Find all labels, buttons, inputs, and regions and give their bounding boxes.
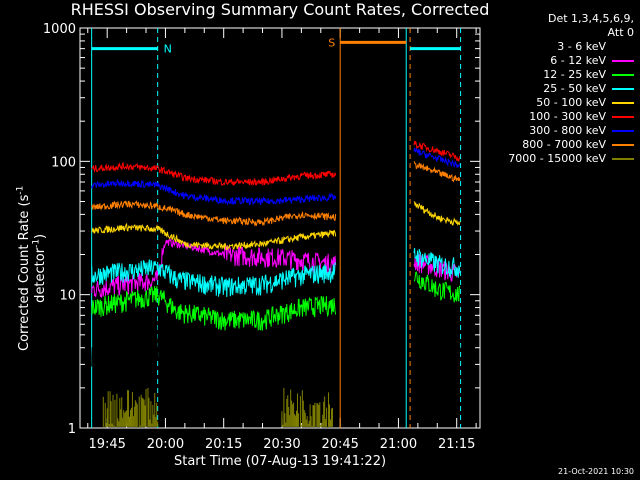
series-line [413,201,461,227]
flag-label: N [164,43,172,56]
legend-swatch [612,60,634,62]
legend-entry: 800 - 7000 keV [474,138,634,152]
legend-entry: 12 - 25 keV [474,68,634,82]
legend-swatch [612,116,634,118]
series-line [91,237,337,298]
legend-entry: 6 - 12 keV [474,54,634,68]
legend-swatch [612,102,634,104]
y-tick-label: 1 [68,422,76,437]
legend-entry-label: 25 - 50 keV [543,82,606,95]
legend-header-detectors: Det 1,3,4,5,6,9, [547,12,634,25]
legend-entry-label: 12 - 25 keV [543,68,606,81]
x-tick-label: 20:30 [263,437,300,452]
x-tick-label: 20:00 [147,437,184,452]
legend-entry: 25 - 50 keV [474,82,634,96]
series-line [413,253,461,282]
series-line [91,222,337,251]
legend-rows: 3 - 6 keV 6 - 12 keV 12 - 25 keV 25 - 50 ke… [474,40,634,166]
legend-entry: 7000 - 15000 keV [474,152,634,166]
series-line [91,259,337,298]
legend-swatch [612,74,634,76]
generation-timestamp: 21-Oct-2021 10:30 [558,467,634,476]
x-tick-label: 20:15 [205,437,242,452]
legend-swatch [612,144,634,146]
legend-swatch [612,88,634,90]
x-tick-label: 21:00 [380,437,417,452]
legend-entry: 3 - 6 keV [474,40,634,54]
legend-swatch [612,130,634,132]
legend-entry: 100 - 300 keV [474,110,634,124]
y-tick-label: 1000 [43,22,76,37]
x-axis-label: Start Time (07-Aug-13 19:41:22) [173,454,387,469]
series-line [413,247,461,279]
series-line [413,140,461,162]
legend-entry-label: 7000 - 15000 keV [508,152,606,165]
legend-swatch [612,158,634,160]
chart-title: RHESSI Observing Summary Count Rates, Co… [70,0,490,19]
series-line [91,285,337,331]
legend-entry-label: 100 - 300 keV [529,110,606,123]
series-line [413,341,461,367]
legend-entry-label: 50 - 100 keV [536,96,606,109]
series-line [413,147,461,168]
legend-entry: 300 - 800 keV [474,124,634,138]
series-line [413,271,461,303]
series-line [91,162,337,187]
legend: Det 1,3,4,5,6,9, Att 0 3 - 6 keV 6 - 12 k… [474,12,634,166]
flag-label: S [328,36,335,49]
legend-entry-label: 300 - 800 keV [529,124,606,137]
x-tick-label: 20:45 [321,437,358,452]
y-tick-label: 100 [51,155,76,170]
plot-frame [79,27,481,429]
legend-header-attenuator: Att 0 [607,26,634,39]
legend-entry-label: 800 - 7000 keV [522,138,606,151]
series-line [413,161,461,183]
legend-entry-label: 6 - 12 keV [550,54,606,67]
y-tick-label: 10 [59,289,76,304]
legend-entry: 50 - 100 keV [474,96,634,110]
x-tick-label: 19:45 [88,437,125,452]
x-tick-label: 21:15 [438,437,475,452]
series-line [91,200,337,227]
legend-swatch [612,45,634,49]
legend-entry-label: 3 - 6 keV [557,40,606,53]
series-line [91,178,337,206]
